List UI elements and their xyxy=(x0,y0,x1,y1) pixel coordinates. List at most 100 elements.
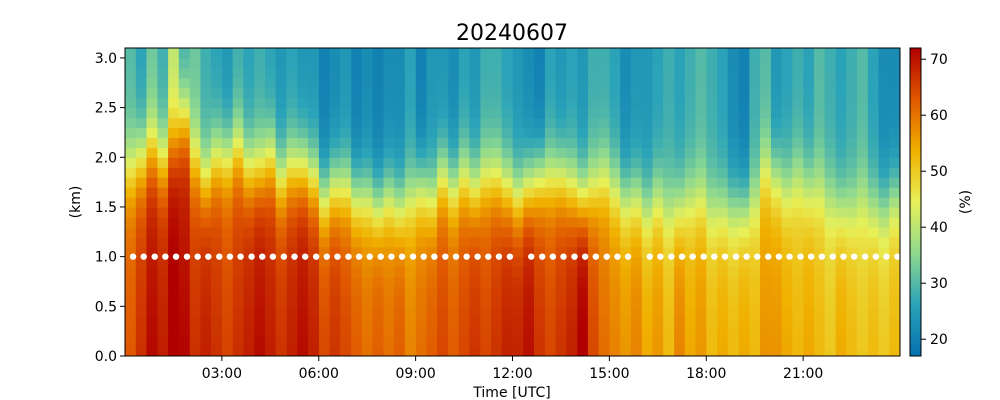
heatmap-cell xyxy=(609,167,621,178)
heatmap-cell xyxy=(480,346,492,356)
heatmap-cell xyxy=(630,197,643,208)
heatmap-cell xyxy=(318,87,331,99)
heatmap-cell xyxy=(297,97,309,109)
heatmap-cell xyxy=(889,276,900,288)
heatmap-cell xyxy=(663,266,675,278)
heatmap-cell xyxy=(222,197,234,208)
heatmap-cell xyxy=(760,296,772,307)
heatmap-cell xyxy=(232,336,244,347)
marker-point xyxy=(259,253,266,260)
heatmap-cell xyxy=(243,197,255,208)
heatmap-cell xyxy=(491,276,503,288)
heatmap-cell xyxy=(426,197,438,208)
heatmap-cell xyxy=(361,117,374,129)
heatmap-cell xyxy=(738,127,750,139)
heatmap-cell xyxy=(404,256,417,268)
heatmap-cell xyxy=(135,197,148,208)
heatmap-cell xyxy=(275,276,287,288)
heatmap-cell xyxy=(340,206,352,218)
heatmap-cell xyxy=(878,296,890,307)
heatmap-cell xyxy=(264,306,277,317)
heatmap-cell xyxy=(781,286,793,297)
marker-point xyxy=(280,253,288,260)
heatmap-cell xyxy=(404,177,417,188)
heatmap-cell xyxy=(878,226,890,238)
heatmap-cell xyxy=(630,346,643,356)
heatmap-cell xyxy=(297,67,309,79)
heatmap-cell xyxy=(340,246,352,258)
heatmap-cell xyxy=(587,316,600,327)
heatmap-cell xyxy=(286,236,298,248)
heatmap-cell xyxy=(469,127,481,139)
heatmap-cell xyxy=(491,157,503,168)
heatmap-cell xyxy=(307,107,320,119)
heatmap-cell xyxy=(340,87,352,99)
heatmap-cell xyxy=(749,256,761,268)
heatmap-cell xyxy=(146,197,158,208)
y-axis: 0.00.51.01.52.02.53.0 xyxy=(95,51,125,365)
heatmap-cell xyxy=(297,216,309,228)
y-tick-label: 2.5 xyxy=(95,101,117,117)
heatmap-cell xyxy=(211,316,223,327)
heatmap-cell xyxy=(448,346,460,356)
heatmap-cell xyxy=(426,48,438,59)
heatmap-cell xyxy=(867,246,880,258)
heatmap-cell xyxy=(189,286,201,297)
heatmap-cell xyxy=(491,48,503,59)
heatmap-cell xyxy=(469,77,481,89)
heatmap-cell xyxy=(361,206,374,218)
heatmap-cell xyxy=(674,246,686,258)
heatmap-cell xyxy=(329,97,341,109)
heatmap-cell xyxy=(835,127,847,139)
heatmap-cell xyxy=(480,226,492,238)
heatmap-cell xyxy=(125,206,137,218)
heatmap-cell xyxy=(846,216,858,228)
heatmap-cell xyxy=(533,167,546,178)
heatmap-cell xyxy=(340,276,352,288)
heatmap-cell xyxy=(222,316,234,327)
heatmap-cell xyxy=(125,216,137,228)
heatmap-cell xyxy=(307,57,320,69)
marker-point xyxy=(323,253,331,260)
colorbar-tick-label: 40 xyxy=(930,220,948,236)
heatmap-cell xyxy=(523,177,535,188)
heatmap-cell xyxy=(501,286,513,297)
heatmap-cell xyxy=(329,87,341,99)
heatmap-cell xyxy=(781,48,793,59)
heatmap-cell xyxy=(587,97,600,109)
heatmap-cell xyxy=(878,326,890,337)
heatmap-cell xyxy=(426,306,438,317)
heatmap-cell xyxy=(168,216,180,228)
heatmap-cell xyxy=(458,286,470,297)
heatmap-cell xyxy=(684,167,697,178)
heatmap-cell xyxy=(437,236,449,248)
heatmap-cell xyxy=(846,256,858,268)
heatmap-cell xyxy=(641,246,654,258)
heatmap-cell xyxy=(727,316,739,327)
heatmap-cell xyxy=(512,326,524,337)
heatmap-cell xyxy=(318,77,331,89)
heatmap-cell xyxy=(275,296,287,307)
heatmap-cell xyxy=(469,187,481,198)
heatmap-cell xyxy=(781,266,793,278)
heatmap-cell xyxy=(404,57,417,69)
heatmap-cell xyxy=(361,236,374,248)
marker-point xyxy=(840,253,847,260)
heatmap-cell xyxy=(781,226,793,238)
heatmap-cell xyxy=(458,97,470,109)
heatmap-cell xyxy=(458,127,470,139)
heatmap-cell xyxy=(760,266,772,278)
heatmap-cell xyxy=(512,336,524,347)
heatmap-cell xyxy=(448,266,460,278)
heatmap-cell xyxy=(254,197,266,208)
heatmap-cell xyxy=(469,316,481,327)
heatmap-cell xyxy=(512,296,524,307)
heatmap-cell xyxy=(458,326,470,337)
heatmap-cell xyxy=(394,306,406,317)
heatmap-cell xyxy=(598,57,610,69)
heatmap-cell xyxy=(125,306,137,317)
x-axis-label: Time [UTC] xyxy=(472,385,550,400)
heatmap-cell xyxy=(792,117,804,129)
heatmap-cell xyxy=(297,107,309,119)
heatmap-cell xyxy=(351,107,363,119)
